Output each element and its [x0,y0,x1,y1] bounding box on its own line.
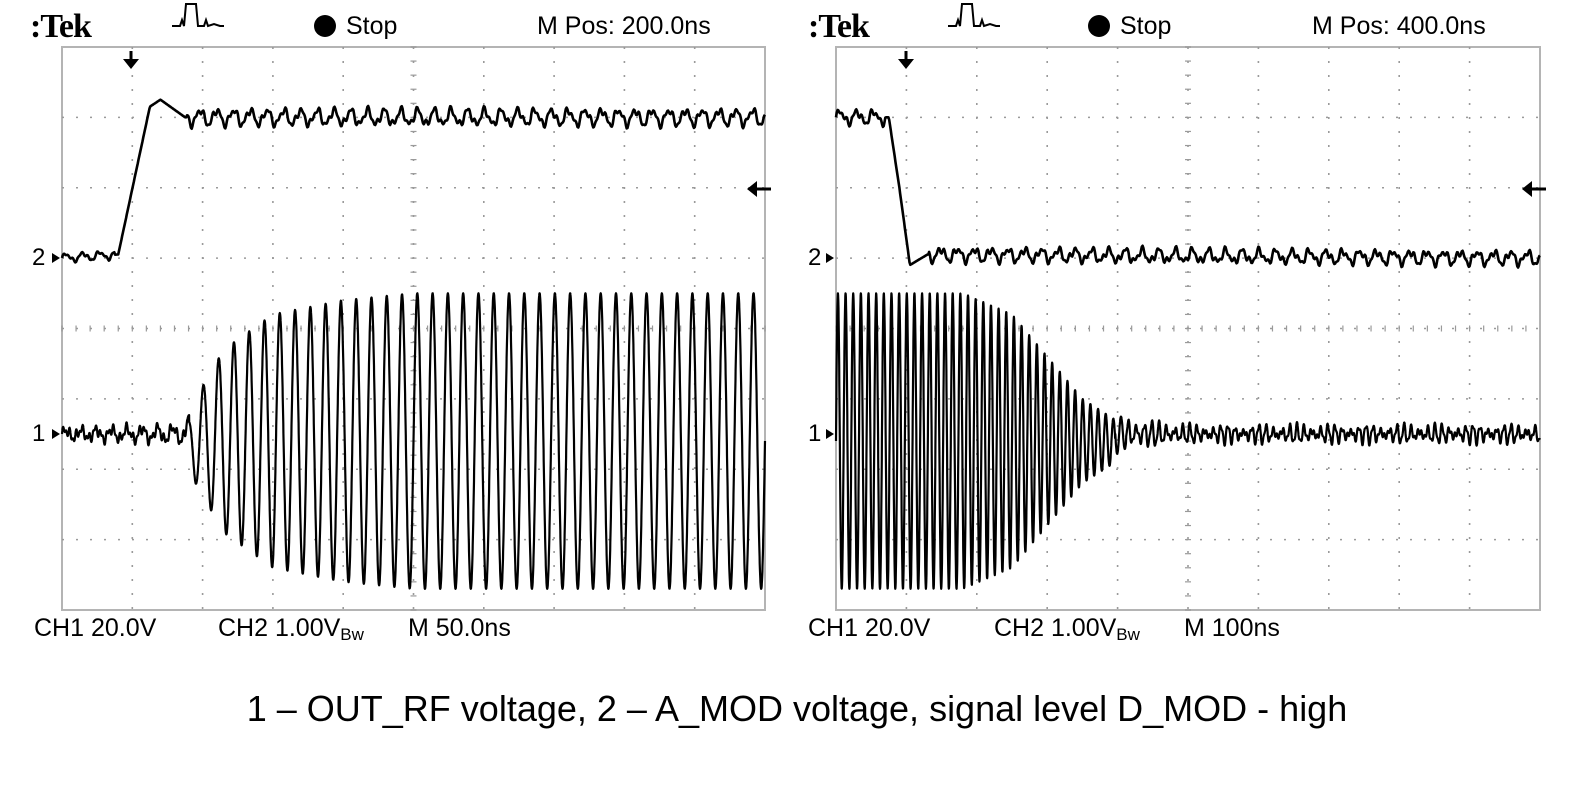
ch2-marker-label: 2 [32,244,46,271]
ch2-scale-value: CH2 1.00V [994,614,1117,642]
ch2-scale-value: CH2 1.00V [218,614,341,642]
ch1-marker-label: 1 [808,420,822,447]
trigger-level-icon [1522,181,1546,197]
pulse-trigger-icon [172,3,224,28]
trigger-position-icon [123,51,139,69]
brand-label: Tek [40,8,92,45]
tek-logo-mark: : [808,8,819,45]
stop-icon [1088,15,1110,37]
run-state: Stop [1088,12,1171,41]
ch2-ground-marker-icon [826,253,834,263]
ch2-marker-label: 2 [808,244,822,271]
run-state-label: Stop [346,12,398,40]
brand-label: Tek [818,8,870,45]
tek-logo-mark: : [30,8,41,45]
run-state-label: Stop [1120,12,1172,40]
ch2-scale-readout: CH2 1.00VBw [994,614,1140,645]
bandwidth-limit-label: Bw [340,625,364,644]
figure-caption: 1 – OUT_RF voltage, 2 – A_MOD voltage, s… [246,688,1348,729]
timebase-readout: M 100ns [1184,614,1280,642]
ch1-scale-readout: CH1 20.0V [34,614,157,642]
trigger-position-icon [898,51,914,69]
ch2-trace [60,98,767,264]
m-pos-readout: M Pos: 200.0ns [537,12,711,40]
trigger-level-icon [747,181,771,197]
scope-screen-right: :Tek Stop M Pos: 400.0ns 2 1 CH1 20.0V C… [788,0,1568,660]
ch1-ground-marker-icon [52,429,60,439]
scope-graticule-left [52,46,771,611]
ch2-trace [834,108,1541,269]
ch2-scale-readout: CH2 1.00VBw [218,614,364,645]
ch1-trace [60,292,767,590]
run-state: Stop [314,12,397,41]
pulse-trigger-icon [948,3,1000,28]
tek-logo: :Tek [808,8,870,46]
scope-screen-left: :Tek Stop M Pos: 200.0ns 2 1 CH1 20.0V C… [0,0,780,660]
ch1-scale-readout: CH1 20.0V [808,614,931,642]
ch1-ground-marker-icon [826,429,834,439]
ch1-marker-label: 1 [32,420,46,447]
ch2-ground-marker-icon [52,253,60,263]
timebase-readout: M 50.0ns [408,614,511,642]
stop-icon [314,15,336,37]
tek-logo: :Tek [30,8,92,46]
bandwidth-limit-label: Bw [1116,625,1140,644]
scope-graticule-right [826,46,1546,611]
m-pos-readout: M Pos: 400.0ns [1312,12,1486,40]
ch1-trace [834,292,1541,590]
